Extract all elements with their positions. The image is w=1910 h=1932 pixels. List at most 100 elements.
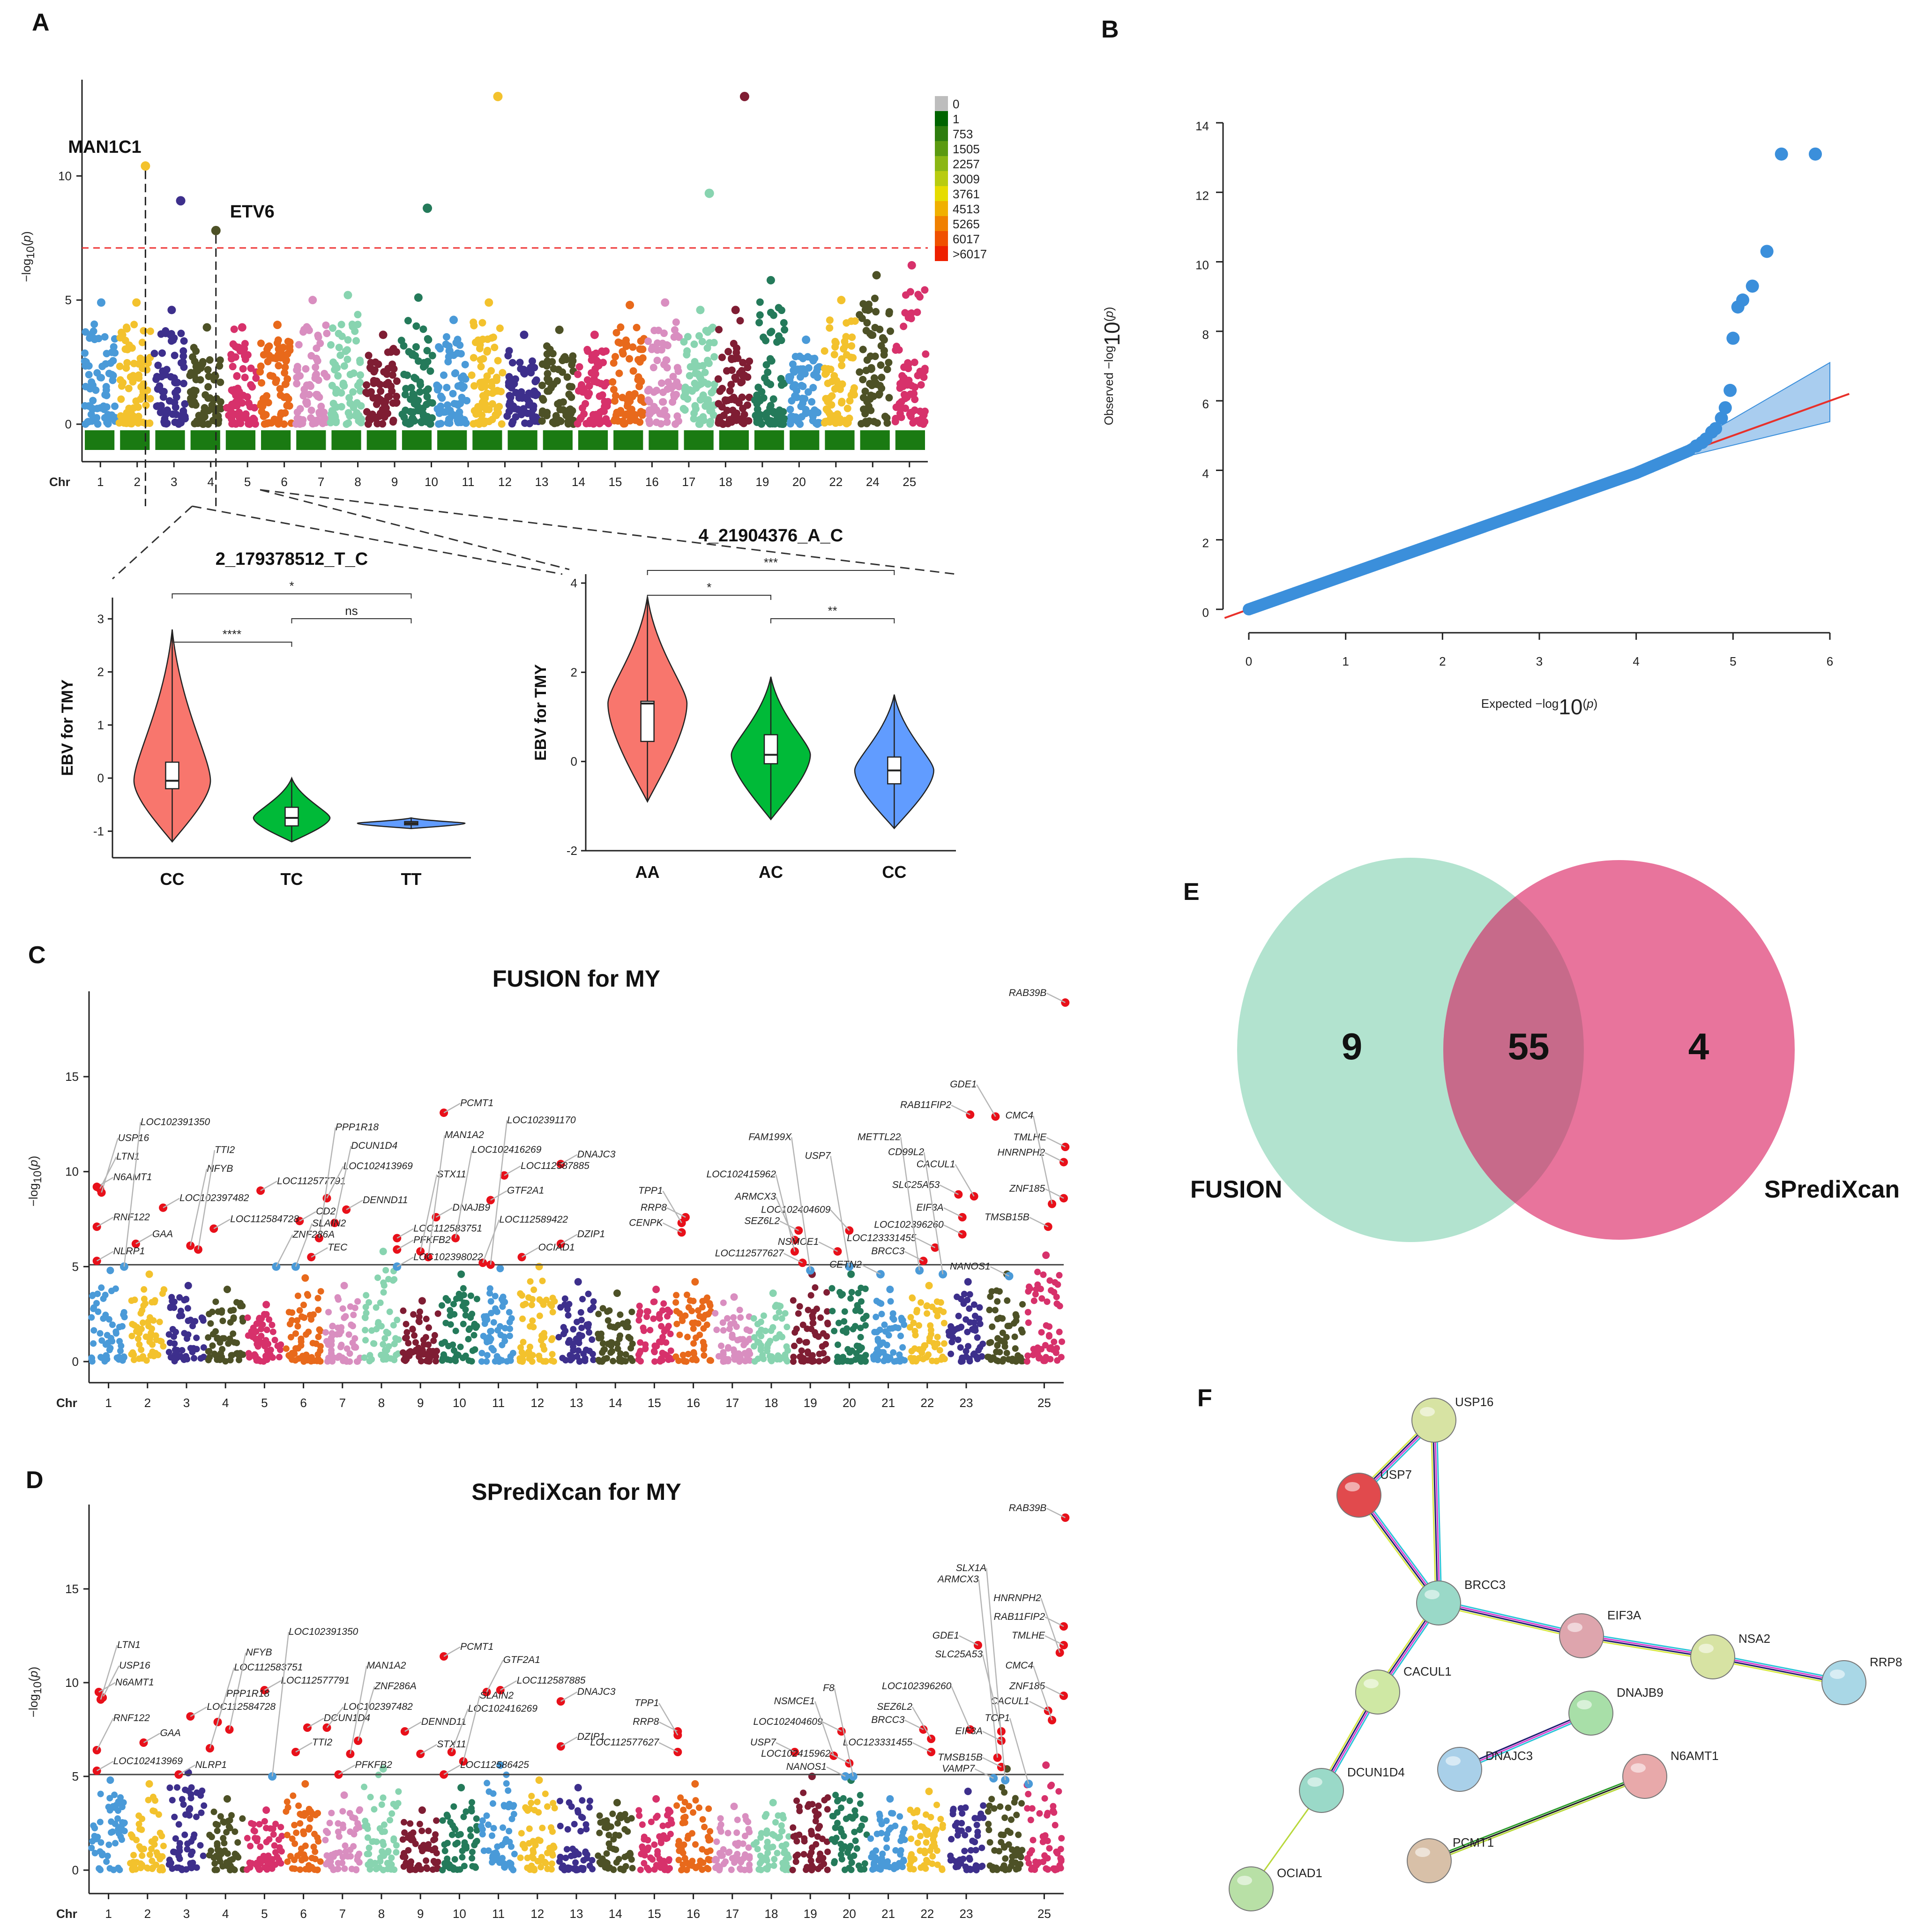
data-point <box>766 276 775 285</box>
data-point <box>775 332 783 340</box>
data-point <box>109 1828 116 1835</box>
data-point <box>724 1829 731 1836</box>
data-point <box>395 1336 402 1343</box>
data-point <box>699 413 707 421</box>
data-point <box>696 306 705 315</box>
gene-label: CD2 <box>316 1206 336 1217</box>
data-point <box>412 1339 419 1346</box>
data-point <box>815 1811 822 1818</box>
gene-label: USP16 <box>118 1132 149 1143</box>
data-point <box>349 1323 356 1330</box>
data-point <box>457 1784 465 1791</box>
data-point <box>617 409 625 417</box>
y-tick-label: 0 <box>72 1355 79 1369</box>
data-point <box>1038 1329 1045 1336</box>
data-point <box>538 1332 545 1339</box>
data-point <box>128 1333 135 1340</box>
data-point <box>896 1351 903 1358</box>
data-point <box>724 1345 731 1352</box>
significance-label: **** <box>223 627 241 641</box>
data-point <box>341 1865 348 1872</box>
significance-bracket <box>647 595 771 600</box>
data-point <box>423 1316 430 1323</box>
data-point <box>824 1321 831 1328</box>
data-point <box>263 1326 270 1333</box>
data-point <box>445 342 453 350</box>
data-point <box>467 1314 474 1321</box>
data-point <box>230 1307 237 1314</box>
data-point <box>835 1319 842 1326</box>
data-point <box>393 392 401 400</box>
data-point <box>518 392 526 400</box>
data-point <box>457 418 465 426</box>
data-point <box>994 1335 1001 1342</box>
data-point <box>93 1300 100 1307</box>
x-tick-label: 15 <box>608 475 622 489</box>
data-point <box>405 1340 412 1347</box>
data-point <box>574 370 582 378</box>
data-point <box>802 1339 809 1346</box>
data-point <box>97 298 105 307</box>
data-point <box>225 1340 232 1347</box>
data-point <box>848 1289 855 1296</box>
data-point <box>469 1799 476 1806</box>
data-point <box>722 397 730 405</box>
data-point <box>836 419 844 427</box>
data-point <box>902 291 910 299</box>
data-point <box>173 1784 180 1791</box>
data-point <box>604 1308 611 1315</box>
data-point <box>637 394 645 402</box>
data-point <box>394 1317 401 1324</box>
data-point <box>831 1327 838 1334</box>
y-tick-label: 0 <box>571 755 577 769</box>
data-point <box>270 1831 277 1838</box>
gene-label: LOC102416269 <box>472 1145 542 1155</box>
data-point <box>273 321 282 329</box>
box <box>165 761 179 790</box>
legend-label: 3761 <box>953 187 980 201</box>
data-point <box>520 1339 527 1346</box>
data-point <box>470 322 478 329</box>
data-point <box>410 374 418 382</box>
data-point <box>699 1298 706 1305</box>
data-point <box>467 1292 474 1299</box>
y-tick-label: 5 <box>72 1769 79 1783</box>
density-strip <box>719 430 749 450</box>
data-point <box>701 1352 708 1359</box>
data-point <box>590 1356 597 1363</box>
data-point <box>261 1342 268 1349</box>
data-point <box>380 1351 387 1358</box>
data-point <box>259 1321 266 1328</box>
data-point <box>659 1349 666 1356</box>
data-point <box>262 1806 270 1814</box>
data-point <box>590 377 598 385</box>
data-point <box>116 362 124 370</box>
data-point <box>612 1846 619 1853</box>
data-point <box>238 323 246 332</box>
data-point <box>583 376 591 384</box>
data-point <box>770 1862 777 1869</box>
data-point <box>911 1327 918 1334</box>
data-point <box>302 1855 309 1862</box>
data-point <box>283 402 291 410</box>
gene-label: LOC102415962 <box>707 1169 776 1180</box>
data-point <box>366 416 374 424</box>
data-point <box>778 1315 785 1322</box>
data-point <box>328 408 336 416</box>
data-point <box>829 1308 836 1315</box>
data-point <box>519 1842 526 1849</box>
x-tick-label: 19 <box>755 475 769 489</box>
gene-label: NLRP1 <box>113 1246 145 1257</box>
data-point <box>663 364 671 372</box>
data-point <box>498 420 506 428</box>
data-point <box>179 1312 186 1319</box>
data-point <box>859 1815 866 1822</box>
data-point <box>296 420 304 428</box>
data-point <box>996 1314 1003 1321</box>
data-point <box>646 410 654 418</box>
data-point <box>659 1307 666 1314</box>
data-point <box>564 418 572 426</box>
data-point <box>841 1308 848 1315</box>
data-point <box>196 361 204 369</box>
